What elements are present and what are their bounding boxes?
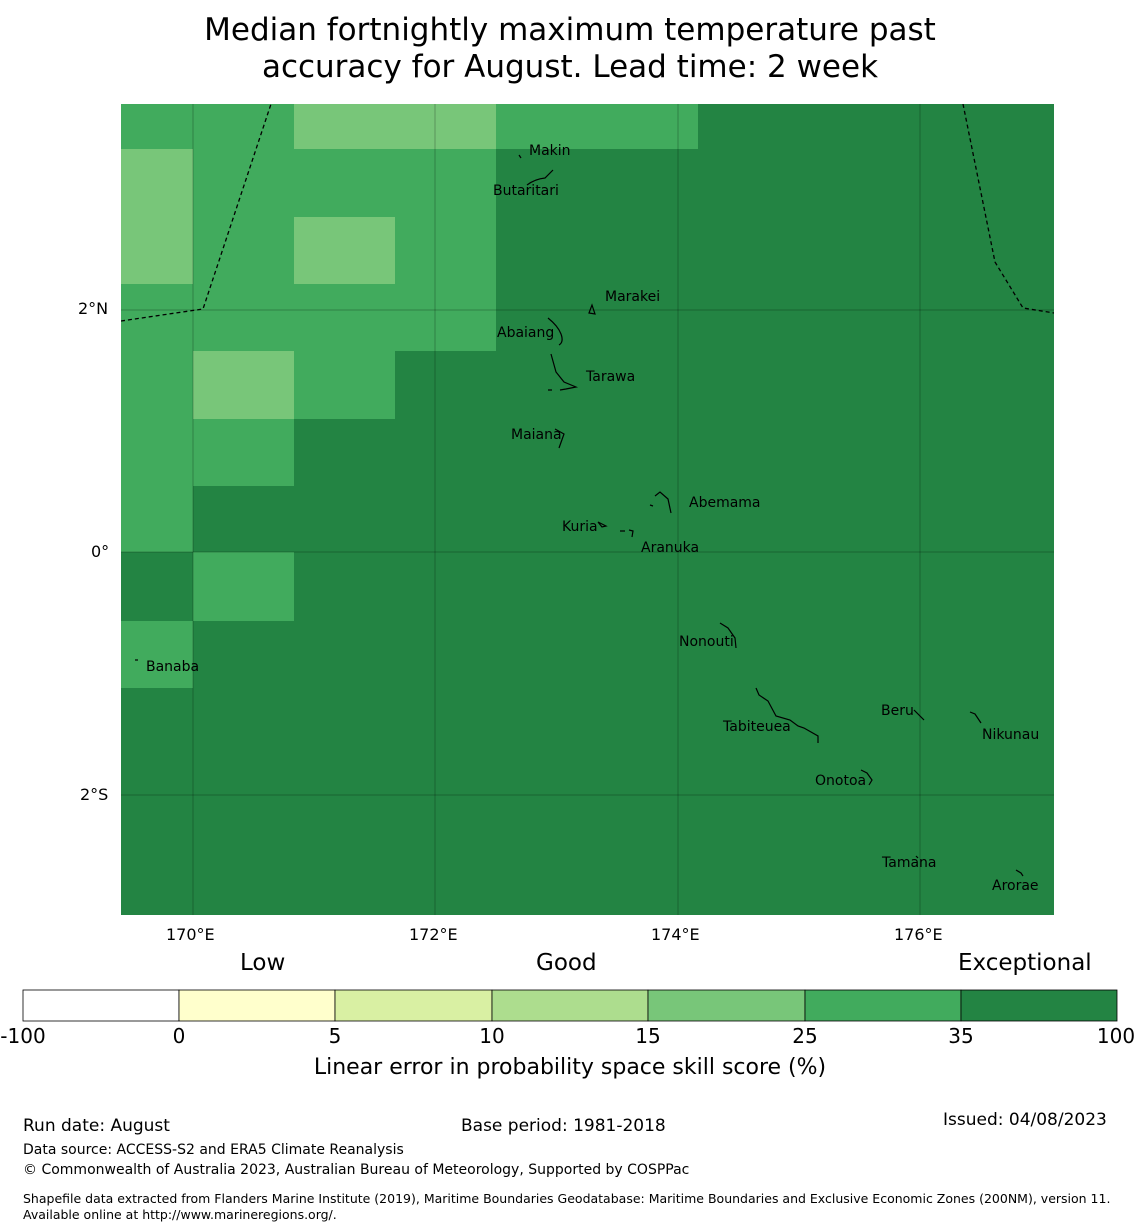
island-beru [913, 709, 925, 721]
chart-title-line-2: accuracy for August. Lead time: 2 week [261, 49, 879, 85]
colorbar-tick: 5 [328, 1024, 342, 1048]
place-label: Nonouti [679, 634, 734, 650]
place-label: Tarawa [585, 369, 635, 385]
colorbar-category-exceptional: Exceptional [958, 950, 1092, 976]
lon-tick-label: 172°E [409, 925, 458, 944]
place-label: Banaba [146, 659, 199, 675]
skill-cell [294, 217, 395, 284]
place-label: Butaritari [493, 183, 559, 199]
colorbar-category-good: Good [536, 950, 597, 976]
island-aranuka [620, 529, 634, 538]
place-label: Marakei [605, 289, 660, 305]
skill-cell [193, 552, 294, 621]
lat-tick-label: 0° [91, 542, 110, 561]
place-label: Tamana [881, 855, 936, 871]
island-tarawa [548, 353, 579, 391]
lat-tick-label: 2°S [80, 785, 109, 804]
data-source: Data source: ACCESS-S2 and ERA5 Climate … [23, 1142, 404, 1158]
skill-cell [121, 486, 193, 552]
place-label: Tabiteuea [722, 719, 791, 735]
place-label: Aranuka [641, 540, 699, 556]
lon-tick-label: 176°E [894, 925, 943, 944]
island-maiana [554, 428, 565, 449]
island-abemama [649, 491, 672, 514]
skill-cell [121, 149, 193, 284]
colorbar-tick: -100 [0, 1024, 46, 1048]
island-makin [518, 154, 522, 159]
island-nikunau [969, 711, 982, 724]
colorbar-tick: 0 [172, 1024, 186, 1048]
place-label: Kuria [562, 519, 598, 535]
colorbar-segment [178, 989, 336, 1022]
island-onotoa [860, 769, 873, 786]
place-label: Makin [529, 143, 571, 159]
lon-tick-label: 170°E [166, 925, 215, 944]
colorbar-category-low: Low [240, 950, 286, 976]
island-tamana [915, 855, 919, 859]
skill-cell [121, 621, 193, 688]
colorbar-tick: 15 [635, 1024, 661, 1048]
shapefile-credit: Shapefile data extracted from Flanders M… [23, 1191, 1111, 1222]
base-period: Base period: 1981-2018 [461, 1116, 666, 1136]
colorbar-tick: 25 [792, 1024, 818, 1048]
issued-date: Issued: 04/08/2023 [943, 1110, 1107, 1130]
place-label: Abemama [689, 495, 761, 511]
place-label: Abaiang [497, 325, 554, 341]
place-label: Arorae [992, 878, 1039, 894]
colorbar-segment [22, 989, 180, 1022]
colorbar-tick: 35 [948, 1024, 974, 1048]
skill-cell [121, 419, 294, 486]
island-butaritari [526, 169, 554, 186]
island-nonouti [719, 622, 737, 649]
colorbar-label: Linear error in probability space skill … [313, 1055, 827, 1080]
colorbar-tick: 10 [479, 1024, 505, 1048]
eez-boundary-east [962, 104, 1054, 314]
skill-cell [294, 104, 496, 149]
place-label: Beru [881, 703, 914, 719]
run-date: Run date: August [23, 1116, 170, 1136]
island-tabiteuea [755, 687, 819, 743]
lat-tick-label: 2°N [78, 299, 109, 318]
place-label: Onotoa [815, 773, 866, 789]
colorbar [22, 989, 1118, 1022]
chart-title-line-1: Median fortnightly maximum temperature p… [204, 12, 936, 48]
island-arorae [1015, 869, 1024, 877]
skill-cell [193, 351, 294, 419]
place-label: Maiana [511, 427, 562, 443]
colorbar-segment [647, 989, 806, 1022]
colorbar-segment [491, 989, 649, 1022]
island-abaiang [547, 317, 563, 346]
place-label: Nikunau [982, 727, 1039, 743]
eez-boundary-west [121, 104, 272, 322]
copyright: © Commonwealth of Australia 2023, Austra… [23, 1162, 690, 1178]
island-marakei [588, 303, 596, 315]
colorbar-segment [334, 989, 493, 1022]
colorbar-segment [804, 989, 962, 1022]
colorbar-tick: 100 [1096, 1024, 1136, 1048]
colorbar-segment [960, 989, 1118, 1022]
lon-tick-label: 174°E [651, 925, 700, 944]
island-kuria [597, 521, 608, 528]
